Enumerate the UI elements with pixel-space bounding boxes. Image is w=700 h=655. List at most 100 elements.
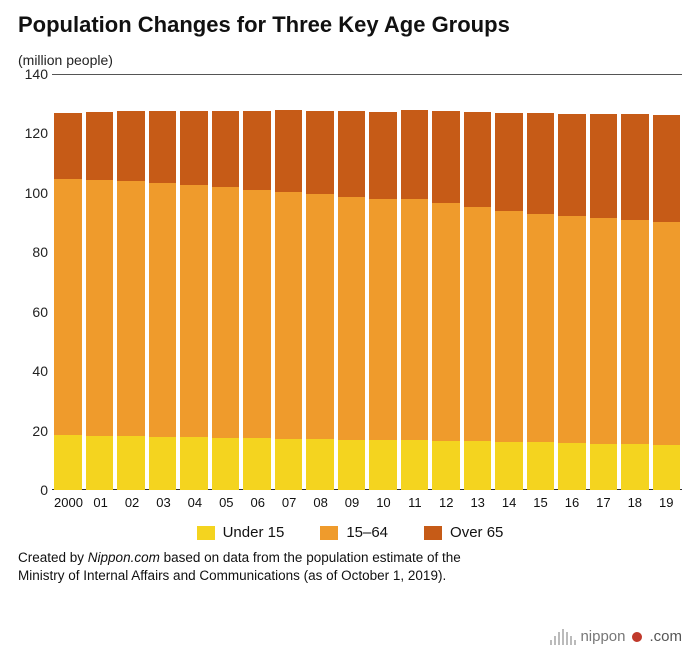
logo-text: nippon: [580, 628, 625, 645]
bar: [369, 112, 397, 490]
bar-segment-working: [275, 192, 303, 439]
x-tick-label: 15: [527, 492, 554, 514]
bar: [621, 114, 649, 490]
x-tick-label: 18: [621, 492, 648, 514]
x-tick-label: 14: [495, 492, 522, 514]
bar-segment-working: [653, 222, 681, 445]
bar-segment-under15: [306, 439, 334, 490]
bar-segment-working: [212, 187, 240, 438]
logo-bars-icon: [550, 629, 576, 645]
bar-segment-working: [243, 190, 271, 439]
bar-segment-under15: [527, 442, 555, 490]
bar: [401, 110, 429, 490]
legend-swatch: [424, 526, 442, 540]
legend-item: 15–64: [320, 524, 388, 541]
legend-swatch: [320, 526, 338, 540]
legend-swatch: [197, 526, 215, 540]
bar: [243, 111, 271, 490]
bar-segment-over65: [180, 111, 208, 185]
bar-segment-over65: [338, 111, 366, 197]
x-tick-label: 16: [558, 492, 585, 514]
bar-segment-over65: [243, 111, 271, 190]
x-tick-label: 01: [87, 492, 114, 514]
bar: [180, 111, 208, 490]
bar-segment-working: [464, 207, 492, 442]
bar-segment-under15: [590, 444, 618, 490]
bar-segment-under15: [149, 437, 177, 490]
bar-segment-over65: [149, 111, 177, 183]
bar-segment-over65: [86, 112, 114, 180]
bar: [54, 113, 82, 490]
bar-segment-working: [558, 216, 586, 443]
footnote-source-name: Nippon.com: [88, 550, 160, 565]
x-tick-label: 05: [213, 492, 240, 514]
bar-segment-under15: [212, 438, 240, 490]
y-tick-label: 60: [18, 304, 48, 320]
bar-segment-over65: [621, 114, 649, 220]
bar-segment-under15: [117, 436, 145, 490]
bar-segment-under15: [432, 441, 460, 490]
bar-segment-working: [401, 199, 429, 441]
y-tick-label: 120: [18, 125, 48, 141]
bar-segment-working: [621, 220, 649, 444]
bar-segment-over65: [306, 111, 334, 195]
legend-item: Over 65: [424, 524, 503, 541]
bar: [653, 115, 681, 490]
x-tick-label: 04: [181, 492, 208, 514]
bar: [117, 111, 145, 490]
bar-segment-over65: [432, 111, 460, 203]
bar-segment-over65: [653, 115, 681, 222]
bar-segment-under15: [464, 441, 492, 490]
x-tick-label: 13: [464, 492, 491, 514]
bar-segment-under15: [54, 435, 82, 490]
x-tick-label: 17: [590, 492, 617, 514]
logo-suffix: .com: [649, 628, 682, 645]
bar-segment-over65: [401, 110, 429, 199]
bar-segment-under15: [495, 442, 523, 490]
bar: [495, 113, 523, 490]
y-tick-label: 0: [18, 482, 48, 498]
x-axis-labels: 2000010203040506070809101112131415161718…: [52, 492, 682, 514]
x-tick-label: 02: [118, 492, 145, 514]
bar-segment-working: [86, 180, 114, 436]
footnote-text: Created by: [18, 550, 88, 565]
bar-segment-under15: [401, 440, 429, 490]
legend-item: Under 15: [197, 524, 285, 541]
bar-segment-working: [149, 183, 177, 437]
chart-title: Population Changes for Three Key Age Gro…: [18, 12, 682, 38]
bar-segment-working: [306, 194, 334, 439]
bar-segment-over65: [117, 111, 145, 181]
x-tick-label: 12: [433, 492, 460, 514]
bar-segment-working: [590, 218, 618, 443]
x-tick-label: 09: [338, 492, 365, 514]
chart-area: 020406080100120140 200001020304050607080…: [18, 74, 682, 514]
bar: [432, 111, 460, 490]
bar-segment-working: [54, 179, 82, 435]
bar-segment-over65: [464, 112, 492, 207]
bar-segment-over65: [54, 113, 82, 178]
bar-segment-under15: [653, 445, 681, 490]
nippon-logo: nippon .com: [550, 628, 682, 645]
legend-label: Under 15: [223, 524, 285, 541]
bar-segment-over65: [369, 112, 397, 200]
bar-segment-under15: [275, 439, 303, 490]
bar-segment-working: [180, 185, 208, 438]
bar: [212, 111, 240, 490]
bar-segment-under15: [621, 444, 649, 490]
y-axis-unit-label: (million people): [18, 52, 682, 68]
bar-segment-over65: [212, 111, 240, 187]
bar-segment-under15: [338, 440, 366, 491]
x-tick-label: 11: [401, 492, 428, 514]
y-tick-label: 20: [18, 423, 48, 439]
y-tick-label: 140: [18, 66, 48, 82]
y-tick-label: 80: [18, 244, 48, 260]
bar-segment-working: [495, 211, 523, 442]
y-tick-label: 100: [18, 185, 48, 201]
bar: [86, 112, 114, 490]
bar-segment-over65: [275, 110, 303, 192]
bar: [558, 114, 586, 490]
bar-segment-over65: [558, 114, 586, 217]
y-tick-label: 40: [18, 363, 48, 379]
x-tick-label: 2000: [54, 492, 83, 514]
legend-label: 15–64: [346, 524, 388, 541]
